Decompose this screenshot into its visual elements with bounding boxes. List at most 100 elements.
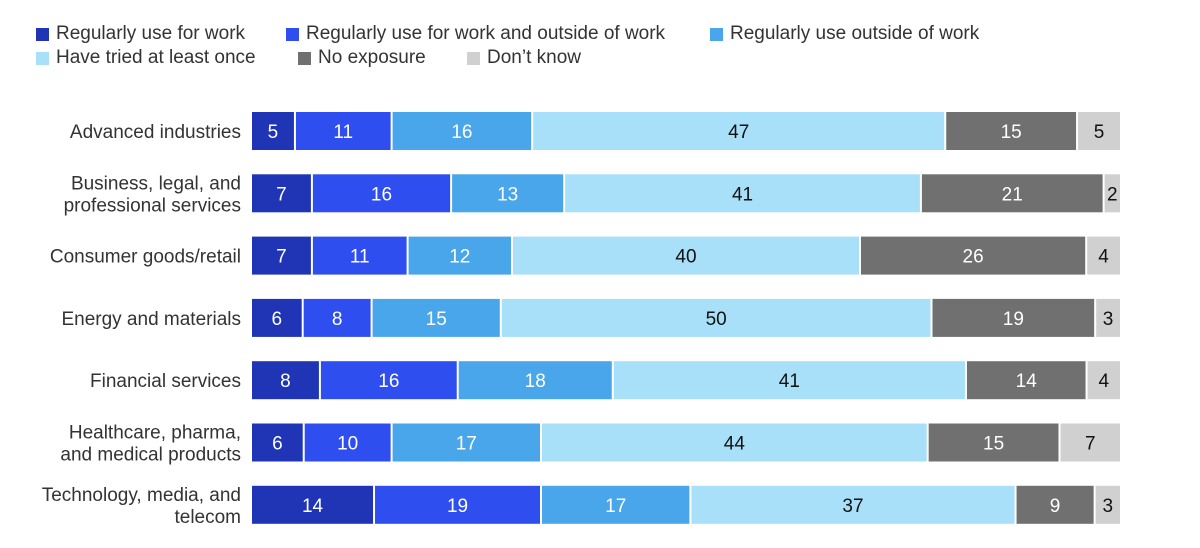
bar-segment [252,298,302,337]
data-label: 15 [1001,122,1022,143]
bar-row: Energy and materials 6 8 15 50 19 3 [61,298,1120,337]
data-label: 13 [497,184,518,205]
data-label: 17 [456,434,477,455]
legend-item-no-exposure: No exposure [298,47,467,69]
category-label: Advanced industries [70,122,241,143]
legend-swatch [710,27,723,41]
bar-row: Consumer goods/retail 7 11 12 40 26 4 [50,236,1120,275]
bar-segment [861,236,1086,275]
bar-segment [375,485,540,524]
data-label: 41 [779,371,800,392]
data-label: 17 [605,496,626,517]
category-label-line: Business, legal, and [71,173,241,194]
legend-row-2: Have tried at least once No exposure Don… [36,46,1186,70]
bar-segment [312,174,451,213]
bar-segment [392,112,532,150]
data-label: 16 [378,371,399,392]
bar-segment [252,485,374,524]
data-label: 14 [1016,371,1038,392]
bar-segment [565,174,920,213]
category-label: Financial services [90,371,241,392]
category-label-line: telecom [174,507,241,528]
legend-item-work-and-outside: Regularly use for work and outside of wo… [286,23,710,45]
bar-segment [252,236,311,275]
category-label: Consumer goods/retail [50,247,241,268]
legend-row-1: Regularly use for work Regularly use for… [36,22,1186,46]
bar-segment [303,298,371,337]
bar-segment [932,298,1095,337]
data-label: 15 [983,434,1004,455]
bar-row: Technology, media, and telecom 14 19 17 37 9 3 [42,485,1120,528]
bar-segment [1016,485,1094,524]
legend-label: Regularly use for work [56,23,246,44]
data-label: 7 [276,184,287,205]
bar-segment [452,174,564,213]
bar-segment [1078,112,1120,150]
bar-segment [1060,423,1120,462]
data-label: 6 [272,434,283,455]
legend-item-regular-work: Regularly use for work [36,23,286,45]
data-label: 19 [447,496,468,517]
bar-segment [1087,236,1120,275]
data-label: 4 [1098,247,1109,268]
bar-segment [252,174,311,213]
data-label: 41 [732,184,753,205]
bar-segment [1095,485,1120,524]
data-label: 18 [525,371,546,392]
data-label: 47 [728,122,749,143]
bar-segment [1096,298,1120,337]
category-label-line: Healthcare, pharma, [69,423,241,444]
bar-segment [513,236,859,275]
bar-row: Advanced industries 5 11 16 47 15 5 [70,112,1120,150]
bar-segment [1087,361,1120,400]
legend-swatch [467,51,480,65]
data-label: 15 [426,309,447,330]
data-label: 4 [1098,371,1109,392]
bar-segment [312,236,407,275]
category-label-line: Advanced industries [70,122,241,143]
data-label: 12 [449,247,470,268]
bar-segment [501,298,931,337]
category-label-line: Energy and materials [61,309,241,330]
bar-segment [966,361,1086,400]
data-label: 3 [1103,309,1114,330]
data-label: 7 [1085,434,1096,455]
data-label: 14 [302,496,324,517]
legend-swatch [298,51,311,65]
legend-label: Regularly use for work and outside of wo… [306,23,666,44]
data-label: 10 [337,434,358,455]
data-label: 7 [276,247,287,268]
data-label: 21 [1002,184,1023,205]
legend-swatch [36,51,49,65]
bar-segment [392,423,540,462]
data-label: 2 [1107,184,1118,205]
data-label: 6 [272,309,283,330]
data-label: 44 [724,434,746,455]
legend-label: No exposure [318,47,426,68]
bar-segment [252,112,294,150]
data-label: 8 [280,371,291,392]
bar-segment [304,423,391,462]
bar-segment [252,423,303,462]
bar-segment [691,485,1015,524]
category-label: Business, legal, and professional service… [64,173,241,216]
category-label: Technology, media, and telecom [42,485,241,528]
data-label: 5 [268,122,279,143]
legend-label: Regularly use outside of work [730,23,980,44]
data-label: 19 [1003,309,1024,330]
legend-label: Have tried at least once [56,47,256,68]
bar-row: Business, legal, and professional service… [64,173,1120,216]
bar-segment [252,361,319,400]
legend-item-tried-once: Have tried at least once [36,47,298,69]
bar-row: Healthcare, pharma, and medical products 6… [60,423,1120,466]
category-label-line: and medical products [60,445,241,466]
bar-segment [921,174,1103,213]
data-label: 11 [333,122,353,143]
bar-segment [408,236,511,275]
legend-label: Don’t know [487,47,581,68]
category-label-line: Financial services [90,371,241,392]
data-label: 26 [963,247,984,268]
bar-segment [458,361,612,400]
data-label: 40 [675,247,696,268]
